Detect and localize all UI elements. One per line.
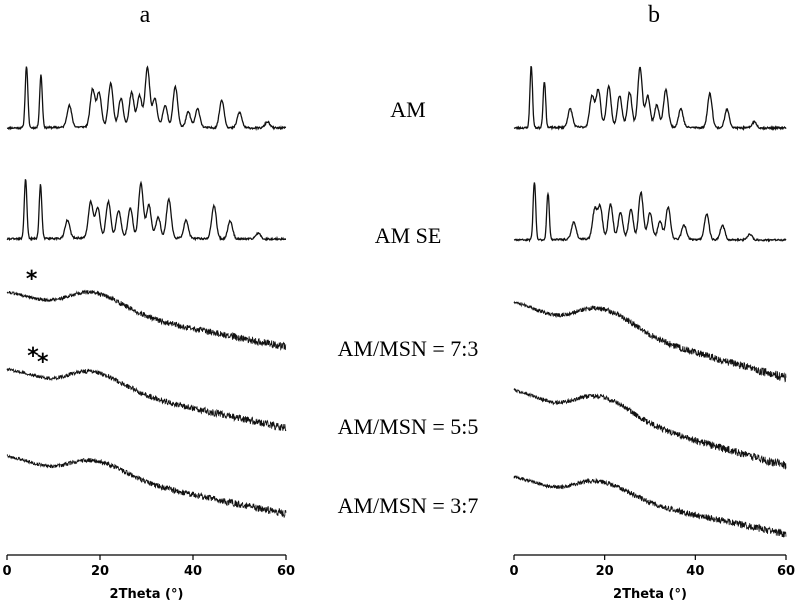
x-tick-label: 60 xyxy=(777,564,795,579)
sample-labels: AM AM SE AM/MSN = 7:3 AM/MSN = 5:5 AM/MS… xyxy=(338,97,479,518)
sample-label-3-7: AM/MSN = 3:7 xyxy=(338,493,479,518)
x-tick-label: 60 xyxy=(277,564,295,579)
impurity-marker: * xyxy=(26,267,38,292)
x-axis-label: 2Theta (°) xyxy=(613,587,687,602)
xrd-trace-a-4 xyxy=(6,453,287,518)
x-tick-label: 20 xyxy=(596,564,614,579)
xrd-trace-b-3 xyxy=(513,388,787,470)
x-tick-label: 20 xyxy=(91,564,109,579)
sample-label-5-5: AM/MSN = 5:5 xyxy=(338,414,479,439)
x-tick-label: 40 xyxy=(184,564,202,579)
xrd-trace-a-0 xyxy=(6,65,287,132)
sample-label-am-se: AM SE xyxy=(375,223,442,248)
xrd-trace-a-2 xyxy=(6,289,287,351)
x-tick-label: 40 xyxy=(686,564,704,579)
xrd-trace-b-2 xyxy=(513,300,787,383)
impurity-marker: * xyxy=(27,344,39,369)
x-tick-label: 0 xyxy=(509,564,518,579)
impurity-marker: * xyxy=(37,350,49,375)
xrd-trace-b-0 xyxy=(513,65,787,132)
panel-b: 0 20 40 60 2Theta (°) xyxy=(509,65,795,602)
sample-label-7-3: AM/MSN = 7:3 xyxy=(338,336,479,361)
xrd-trace-a-1 xyxy=(6,179,286,242)
x-axis-label: 2Theta (°) xyxy=(110,587,184,602)
panel-letter-a: a xyxy=(140,2,151,28)
xrd-trace-a-3 xyxy=(6,367,287,432)
sample-label-am: AM xyxy=(390,97,425,122)
panel-letter-b: b xyxy=(648,2,660,28)
x-tick-label: 0 xyxy=(2,564,11,579)
xrd-trace-b-1 xyxy=(513,182,787,243)
xrd-trace-b-4 xyxy=(513,474,787,538)
